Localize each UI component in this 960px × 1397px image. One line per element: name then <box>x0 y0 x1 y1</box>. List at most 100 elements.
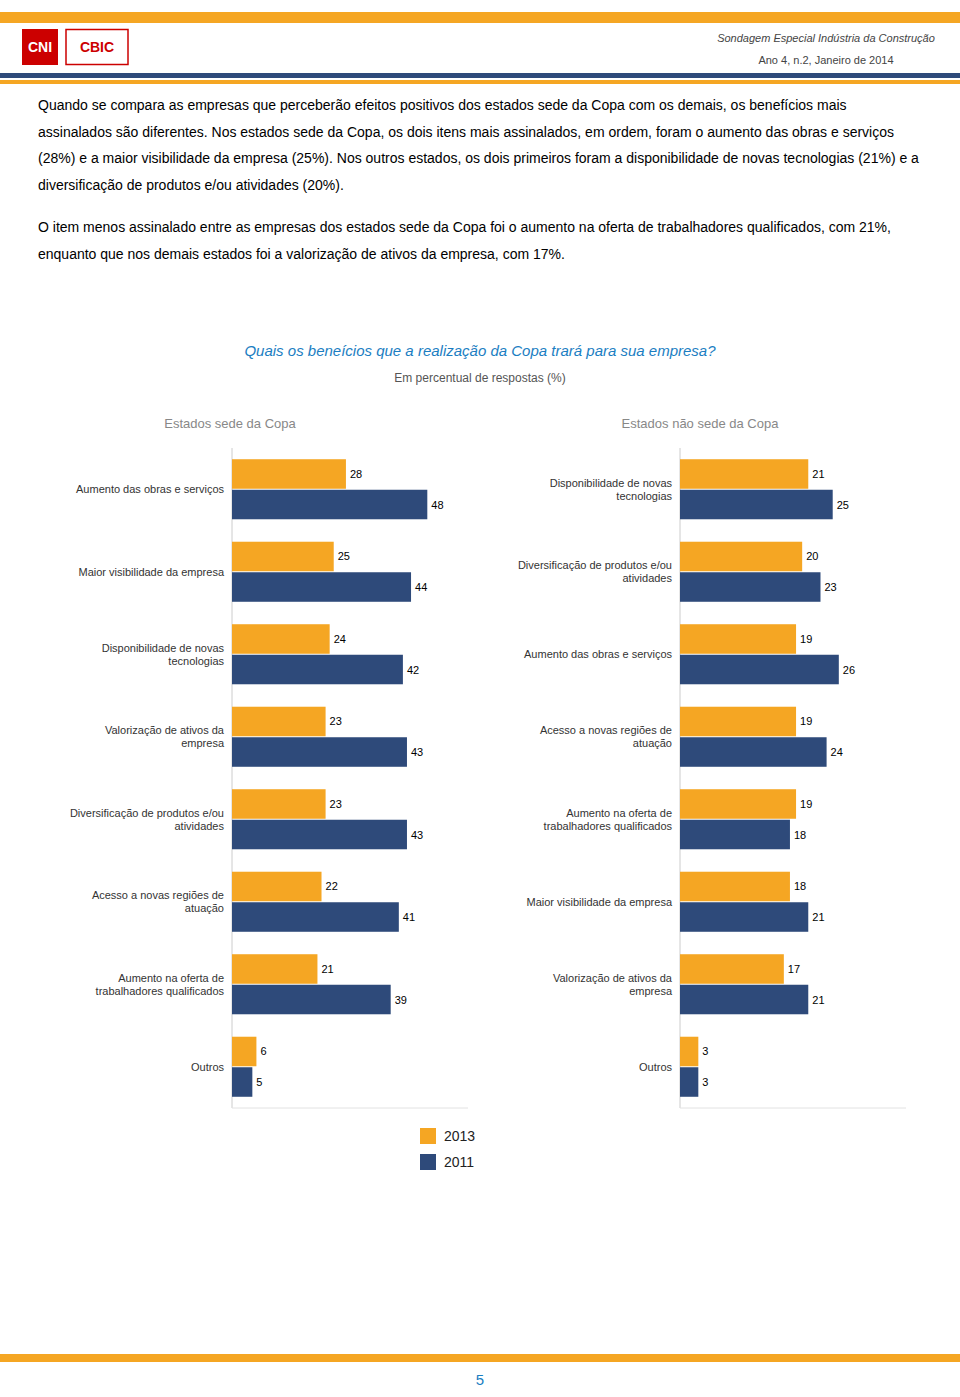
bars <box>232 459 427 1097</box>
bar <box>232 902 399 932</box>
legend: 20132011 <box>420 1128 475 1170</box>
bar <box>680 789 796 819</box>
page: CNI CBIC Sondagem Especial Indústria da Co… <box>0 0 960 1397</box>
data-label: 21 <box>812 911 824 923</box>
category-label-line: trabalhadores qualificados <box>96 985 225 997</box>
category-label-line: atuação <box>185 902 224 914</box>
category-label: Diversificação de produtos e/ouatividade… <box>518 559 673 584</box>
bar <box>232 737 407 767</box>
data-label: 28 <box>350 468 362 480</box>
data-label: 23 <box>330 715 342 727</box>
logo-text: CBIC <box>80 39 114 55</box>
category-label-line: Aumento na oferta de <box>566 807 672 819</box>
bar <box>232 707 326 737</box>
bar <box>232 542 334 572</box>
category-label: Disponibilidade de novastecnologias <box>550 477 673 502</box>
header-text: Sondagem Especial Indústria da Construçã… <box>717 32 935 44</box>
data-label: 6 <box>260 1045 266 1057</box>
category-label-line: atuação <box>633 737 672 749</box>
top-bar <box>0 12 960 23</box>
category-labels: Disponibilidade de novastecnologias Diver… <box>518 477 673 1073</box>
bar <box>232 872 322 902</box>
category-label-line: Aumento na oferta de <box>118 972 224 984</box>
bar <box>680 872 790 902</box>
data-label: 24 <box>334 633 346 645</box>
data-label: 21 <box>812 994 824 1006</box>
data-label: 3 <box>702 1045 708 1057</box>
chart-subtitle: Em percentual de respostas (%) <box>394 371 565 385</box>
axis-line-x <box>680 1108 906 1109</box>
data-label: 44 <box>415 581 427 593</box>
category-label: Acesso a novas regiões deatuação <box>92 889 224 914</box>
category-label: Outros <box>191 1061 225 1073</box>
data-label: 41 <box>403 911 415 923</box>
data-label: 18 <box>794 880 806 892</box>
chart-panel: Estados sede da Copa28482544244223432343… <box>70 416 468 1108</box>
data-label: 43 <box>411 746 423 758</box>
data-label: 3 <box>702 1076 708 1088</box>
bar <box>680 820 790 850</box>
data-label: 19 <box>800 798 812 810</box>
bottom-bar <box>0 1354 960 1362</box>
category-label: Aumento na oferta detrabalhadores qualif… <box>96 972 225 997</box>
category-label-line: Acesso a novas regiões de <box>92 889 224 901</box>
legend-label: 2011 <box>444 1154 474 1170</box>
bar <box>680 542 802 572</box>
bar <box>680 707 796 737</box>
category-label: Diversificação de produtos e/ouatividade… <box>70 807 225 832</box>
data-label: 39 <box>395 994 407 1006</box>
bar <box>232 655 403 685</box>
category-label-line: Valorização de ativos da <box>105 724 225 736</box>
bar <box>232 954 317 984</box>
category-label-line: tecnologias <box>616 490 672 502</box>
bar <box>680 737 827 767</box>
bar <box>232 820 407 850</box>
category-label-line: atividades <box>622 572 672 584</box>
bar <box>232 789 326 819</box>
data-label: 24 <box>831 746 843 758</box>
separator-blue <box>0 73 960 78</box>
logo-text: CNI <box>28 39 52 55</box>
category-labels: Aumento das obras e serviços Maior visibi… <box>70 483 225 1073</box>
bar <box>232 1037 256 1067</box>
bar <box>680 1037 698 1067</box>
category-label: Acesso a novas regiões deatuação <box>540 724 672 749</box>
category-label-line: Outros <box>191 1061 225 1073</box>
data-labels: 212520231926192419181821172133 <box>702 468 855 1088</box>
page-number: 5 <box>476 1371 484 1388</box>
bar <box>680 1067 698 1097</box>
logo-box <box>66 30 128 65</box>
category-label-line: Outros <box>639 1061 673 1073</box>
category-label: Maior visibilidade da empresa <box>526 896 672 908</box>
bar <box>680 985 808 1015</box>
data-label: 21 <box>321 963 333 975</box>
bar <box>680 655 839 685</box>
category-label: Maior visibilidade da empresa <box>78 566 224 578</box>
bar <box>232 1067 252 1097</box>
data-label: 43 <box>411 829 423 841</box>
category-label: Outros <box>639 1061 673 1073</box>
category-label-line: trabalhadores qualificados <box>544 820 673 832</box>
category-label-line: empresa <box>181 737 225 749</box>
logo-box <box>22 29 58 65</box>
legend-swatch <box>420 1154 436 1170</box>
bar <box>232 985 391 1015</box>
category-label-line: Diversificação de produtos e/ou <box>70 807 224 819</box>
data-label: 23 <box>330 798 342 810</box>
bar <box>232 490 427 520</box>
data-label: 23 <box>824 581 836 593</box>
legend-swatch <box>420 1128 436 1144</box>
data-labels: 284825442442234323432241213965 <box>256 468 443 1088</box>
chart-title: Quais os beneícios que a realização da C… <box>244 342 716 359</box>
bars <box>680 459 839 1097</box>
bar <box>680 954 784 984</box>
category-label-line: Maior visibilidade da empresa <box>78 566 224 578</box>
data-label: 20 <box>806 550 818 562</box>
category-label-line: Acesso a novas regiões de <box>540 724 672 736</box>
data-label: 25 <box>338 550 350 562</box>
data-label: 25 <box>837 499 849 511</box>
bar <box>680 459 808 489</box>
chart-panel: Estados não sede da Copa2125202319261924… <box>518 416 906 1108</box>
category-label: Aumento das obras e serviços <box>76 483 224 495</box>
separator-orange <box>0 80 960 84</box>
